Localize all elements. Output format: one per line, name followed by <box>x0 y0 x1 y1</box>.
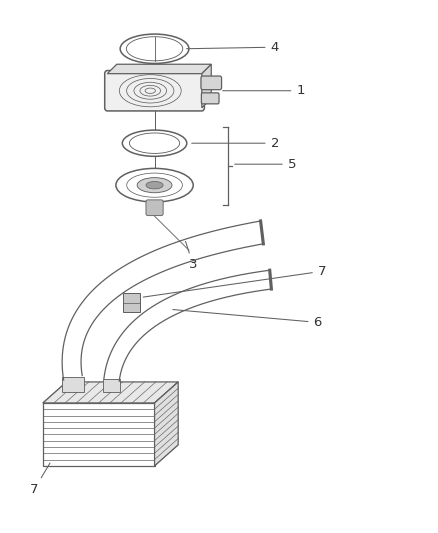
Polygon shape <box>43 382 178 403</box>
Text: 3: 3 <box>185 241 198 271</box>
Text: 7: 7 <box>143 265 326 297</box>
Bar <box>123 293 141 312</box>
Ellipse shape <box>146 181 163 189</box>
Bar <box>103 379 120 392</box>
Polygon shape <box>202 64 211 108</box>
FancyBboxPatch shape <box>201 93 219 104</box>
Bar <box>43 403 155 466</box>
FancyBboxPatch shape <box>201 76 222 90</box>
Text: 7: 7 <box>30 463 50 496</box>
Polygon shape <box>155 382 178 466</box>
Text: 2: 2 <box>192 136 279 150</box>
Text: 6: 6 <box>173 310 322 329</box>
Ellipse shape <box>137 177 172 193</box>
Text: 1: 1 <box>223 84 305 97</box>
FancyBboxPatch shape <box>105 70 205 111</box>
Text: 4: 4 <box>187 41 279 54</box>
Text: 5: 5 <box>235 158 296 171</box>
Polygon shape <box>107 64 211 74</box>
FancyBboxPatch shape <box>146 200 163 216</box>
Bar <box>62 377 84 392</box>
